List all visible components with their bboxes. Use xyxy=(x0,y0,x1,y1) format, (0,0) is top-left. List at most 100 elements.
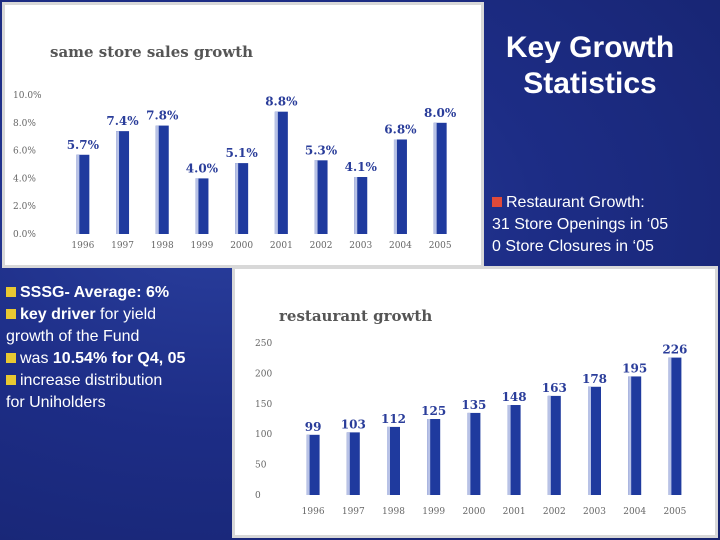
bar-highlight xyxy=(346,432,350,495)
bar xyxy=(195,178,209,234)
increase-distribution-text: increase distribution xyxy=(20,372,163,389)
x-tick-label: 1998 xyxy=(382,507,405,517)
restaurant-growth-label: Restaurant Growth: xyxy=(506,194,645,211)
x-tick-label: 1996 xyxy=(302,507,325,517)
sssg-average: SSSG- Average: 6% xyxy=(20,284,170,301)
bar-highlight xyxy=(274,111,278,234)
bar-highlight xyxy=(116,131,120,234)
data-label: 163 xyxy=(542,381,567,395)
x-tick-label: 1998 xyxy=(151,241,174,251)
slide-title-line1: Key Growth xyxy=(505,31,675,64)
x-tick-label: 2000 xyxy=(462,507,485,517)
restaurant-growth-text: Restaurant Growth: 31 Store Openings in … xyxy=(492,192,717,258)
bar xyxy=(467,412,481,495)
data-label: 5.3% xyxy=(305,143,338,157)
y-tick-label: 8.0% xyxy=(13,119,36,129)
yield-growth-text: growth of the Fund xyxy=(6,328,140,345)
bar-highlight xyxy=(314,160,318,234)
uniholders-text: for Uniholders xyxy=(6,394,106,411)
was-text: was xyxy=(20,350,53,367)
bar xyxy=(668,357,682,495)
bar-highlight xyxy=(76,154,80,234)
data-label: 135 xyxy=(461,398,486,412)
bar xyxy=(346,432,360,495)
data-label: 6.8% xyxy=(384,122,417,136)
x-tick-label: 1999 xyxy=(190,241,213,251)
data-label: 7.4% xyxy=(106,114,139,128)
y-tick-label: 2.0% xyxy=(13,202,36,212)
bar xyxy=(393,139,407,234)
sssg-text: SSSG- Average: 6% key driver for yield g… xyxy=(6,282,228,414)
bar-highlight xyxy=(393,139,397,234)
y-tick-label: 250 xyxy=(255,339,272,349)
x-tick-label: 2002 xyxy=(543,507,566,517)
data-label: 8.8% xyxy=(265,95,298,109)
bar-highlight xyxy=(235,163,239,234)
bar-highlight xyxy=(354,177,358,234)
chart-title: same store sales growth xyxy=(50,43,253,61)
x-tick-label: 2002 xyxy=(310,241,333,251)
x-tick-label: 1999 xyxy=(422,507,445,517)
x-tick-label: 2003 xyxy=(349,241,372,251)
bar xyxy=(628,376,642,495)
bar-highlight xyxy=(547,395,551,495)
data-label: 226 xyxy=(662,343,687,357)
chart-title: restaurant growth xyxy=(279,307,432,325)
data-label: 4.0% xyxy=(186,161,219,175)
restaurant-chart-panel: restaurant growth 0 50 100 150 200 250 99 1996 10… xyxy=(232,266,718,538)
restaurant-chart: restaurant growth 0 50 100 150 200 250 99 1996 10… xyxy=(255,307,687,517)
y-tick-label: 100 xyxy=(255,430,272,440)
bar-highlight xyxy=(195,178,199,234)
bar-highlight xyxy=(433,122,437,234)
bar xyxy=(588,386,601,495)
bar-highlight xyxy=(387,426,390,495)
sssg-chart-panel: same store sales growth 0.0% 2.0% 4.0% 6.0% 8… xyxy=(2,2,484,268)
y-tick-label: 0.0% xyxy=(13,230,36,240)
bar-highlight xyxy=(155,125,159,234)
x-tick-label: 2005 xyxy=(663,507,686,517)
bar-highlight xyxy=(507,405,511,495)
slide-title: Key Growth Statistics xyxy=(490,30,690,102)
square-bullet-icon xyxy=(6,287,16,297)
q4-value: 10.54% for Q4, 05 xyxy=(52,350,186,367)
bar-highlight xyxy=(306,434,310,495)
data-label: 103 xyxy=(341,417,366,431)
bar-highlight xyxy=(588,386,591,495)
data-label: 7.8% xyxy=(146,109,179,123)
bar xyxy=(314,160,328,234)
x-tick-label: 2005 xyxy=(429,241,452,251)
data-label: 112 xyxy=(381,412,406,426)
bar xyxy=(427,419,441,495)
x-tick-label: 2000 xyxy=(230,241,253,251)
bar xyxy=(354,177,368,234)
data-label: 4.1% xyxy=(345,160,378,174)
bar-highlight xyxy=(427,419,431,495)
x-tick-label: 1997 xyxy=(111,241,134,251)
x-tick-label: 1996 xyxy=(71,241,94,251)
bar xyxy=(433,122,447,234)
bar xyxy=(306,434,320,495)
bar xyxy=(155,125,169,234)
bar xyxy=(274,111,288,234)
bar xyxy=(547,395,561,495)
data-label: 148 xyxy=(502,390,527,404)
restaurant-growth-bullet: Restaurant Growth: xyxy=(492,192,717,214)
y-tick-label: 6.0% xyxy=(13,147,36,157)
data-label: 125 xyxy=(421,404,446,418)
sssg-chart: same store sales growth 0.0% 2.0% 4.0% 6.0% 8… xyxy=(13,43,457,251)
y-tick-label: 10.0% xyxy=(13,91,42,101)
square-bullet-icon xyxy=(6,375,16,385)
key-driver-text: key driver xyxy=(20,306,96,323)
q4-bullet: was 10.54% for Q4, 05 xyxy=(6,348,228,370)
x-tick-label: 2001 xyxy=(503,507,526,517)
yield-text: for yield xyxy=(95,306,157,323)
data-label: 8.0% xyxy=(424,106,457,120)
y-tick-label: 150 xyxy=(255,400,272,410)
store-closures: 0 Store Closures in ‘05 xyxy=(492,238,654,255)
bar xyxy=(76,154,90,234)
bar-highlight xyxy=(467,412,471,495)
key-driver-bullet: key driver for yield xyxy=(6,304,228,326)
bar xyxy=(507,405,521,495)
bar-highlight xyxy=(668,357,672,495)
distribution-bullet: increase distribution xyxy=(6,370,228,392)
